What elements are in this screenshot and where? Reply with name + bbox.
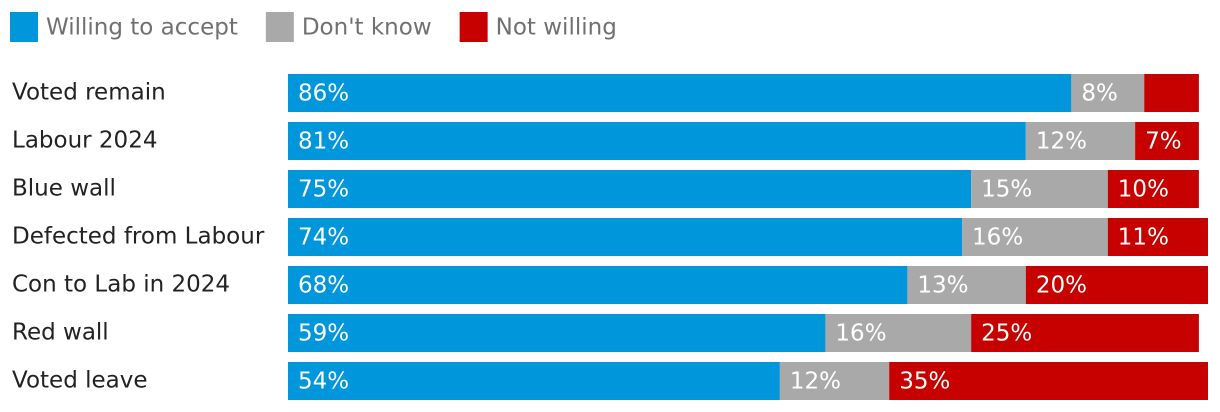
bar-value-label: 16% — [972, 225, 1023, 251]
bar-segment — [1135, 122, 1199, 160]
bar-segment — [288, 74, 1072, 112]
bar-value-label: 59% — [298, 321, 349, 347]
bar-value-label: 75% — [298, 177, 349, 203]
row-label: Defected from Labour — [12, 224, 265, 250]
bar-value-label: 20% — [1036, 273, 1087, 299]
legend-swatch — [265, 12, 294, 42]
bar-value-label: 13% — [917, 273, 968, 299]
bar-segment — [971, 314, 1199, 352]
row-label: Red wall — [12, 320, 109, 346]
bar-value-label: 16% — [835, 321, 886, 347]
bar-value-label: 11% — [1118, 225, 1169, 251]
bar-segment — [962, 218, 1108, 256]
bar-segment — [1107, 170, 1199, 208]
row-label: Blue wall — [12, 176, 116, 202]
bar-segment — [1071, 74, 1145, 112]
bar-value-label: 15% — [981, 177, 1032, 203]
bar-segment — [288, 266, 908, 304]
bar-segment — [1025, 122, 1136, 160]
bar-segment — [288, 314, 826, 352]
legend-label: Not willing — [496, 15, 617, 41]
bar-value-label: 54% — [298, 369, 349, 395]
bar-segment — [825, 314, 972, 352]
bar-value-label: 12% — [790, 369, 841, 395]
bar-value-label: 86% — [298, 81, 349, 107]
legend-label: Willing to accept — [46, 15, 238, 41]
bar-segment — [288, 170, 972, 208]
bar-value-label: 81% — [298, 129, 349, 155]
bar-segment — [1025, 266, 1208, 304]
bar-value-label: 74% — [298, 225, 349, 251]
bar-value-label: 8% — [1081, 81, 1118, 107]
bar-segment — [889, 362, 1208, 400]
bar-segment — [907, 266, 1026, 304]
row-label: Con to Lab in 2024 — [12, 272, 230, 298]
bar-value-label: 7% — [1145, 129, 1182, 155]
bar-segment — [1144, 74, 1199, 112]
bar-value-label: 25% — [981, 321, 1032, 347]
row-label: Voted leave — [12, 368, 148, 394]
bar-segment — [1107, 218, 1208, 256]
bar-value-label: 68% — [298, 273, 349, 299]
legend-swatch — [10, 12, 38, 42]
bar-segment — [288, 122, 1026, 160]
legend-swatch — [459, 12, 488, 42]
bar-segment — [971, 170, 1108, 208]
bar-value-label: 35% — [899, 369, 950, 395]
bar-segment — [288, 218, 963, 256]
bar-value-label: 10% — [1118, 177, 1169, 203]
bar-value-label: 12% — [1036, 129, 1087, 155]
row-label: Voted remain — [12, 80, 166, 106]
bar-segment — [288, 362, 780, 400]
legend-label: Don't know — [302, 15, 432, 41]
bar-segment — [779, 362, 890, 400]
row-label: Labour 2024 — [12, 128, 157, 154]
